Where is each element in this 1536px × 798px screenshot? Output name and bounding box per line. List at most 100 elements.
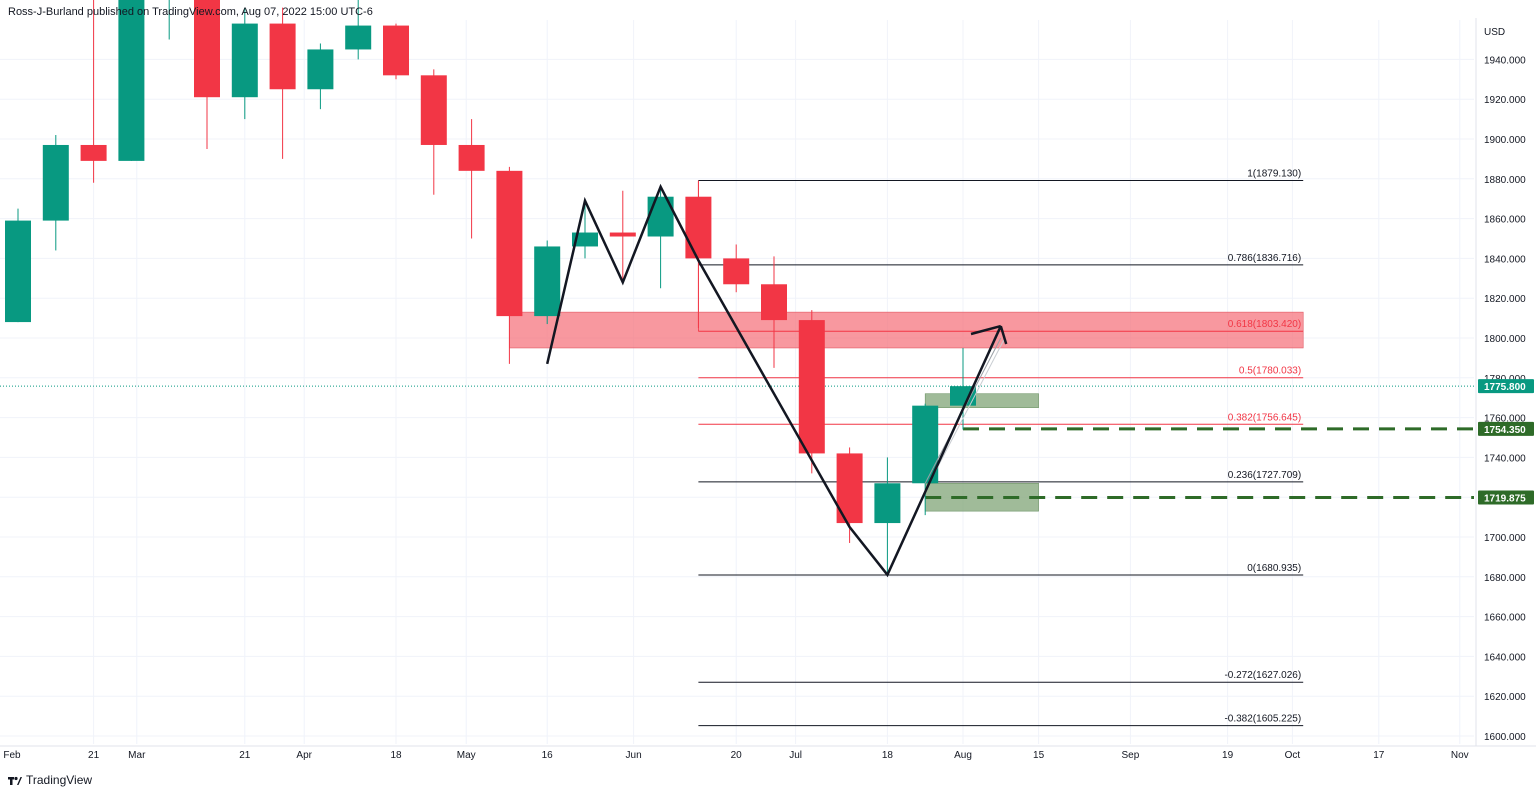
x-tick-label: Feb bbox=[3, 750, 21, 761]
y-tick-label: 1740.000 bbox=[1484, 453, 1526, 464]
candle[interactable] bbox=[383, 23, 409, 80]
fib-level-label: 0.618(1803.420) bbox=[1228, 319, 1301, 330]
price-label-bg bbox=[1478, 379, 1534, 394]
x-tick-label: 17 bbox=[1373, 750, 1385, 761]
candle-body bbox=[118, 0, 145, 161]
candle-body bbox=[496, 170, 523, 317]
candle[interactable] bbox=[194, 0, 220, 149]
fib-level-label: 0(1680.935) bbox=[1247, 563, 1301, 574]
price-axis-label: 1719.875 bbox=[1478, 490, 1534, 505]
price-label-text: 1719.875 bbox=[1484, 493, 1526, 504]
tradingview-logo-icon bbox=[8, 775, 22, 785]
candle[interactable] bbox=[761, 256, 787, 368]
y-tick-label: 1600.000 bbox=[1484, 732, 1526, 743]
candle-body bbox=[194, 0, 220, 98]
candle[interactable] bbox=[685, 180, 712, 329]
publisher-header: Ross-J-Burland published on TradingView.… bbox=[8, 6, 373, 18]
candle[interactable] bbox=[80, 0, 107, 183]
candle[interactable] bbox=[156, 0, 182, 40]
x-tick-label: Nov bbox=[1451, 750, 1469, 761]
candle-body bbox=[42, 144, 69, 221]
x-tick-label: 19 bbox=[1222, 750, 1234, 761]
candle[interactable] bbox=[420, 69, 447, 195]
candle[interactable] bbox=[42, 135, 69, 251]
x-tick-label: Jun bbox=[626, 750, 642, 761]
candle[interactable] bbox=[534, 240, 561, 325]
grid-layer bbox=[0, 20, 1474, 744]
x-tick-label: Jul bbox=[789, 750, 802, 761]
candle-body bbox=[723, 258, 750, 285]
fib-level-label: -0.382(1605.225) bbox=[1224, 714, 1301, 725]
tradingview-brand: TradingView bbox=[26, 773, 93, 787]
x-tick-label: Oct bbox=[1285, 750, 1301, 761]
y-tick-label: 1900.000 bbox=[1484, 135, 1526, 146]
x-tick-label: 18 bbox=[390, 750, 402, 761]
y-tick-label: 1940.000 bbox=[1484, 55, 1526, 66]
y-tick-label: 1920.000 bbox=[1484, 95, 1526, 106]
support-zone-1 bbox=[924, 393, 1039, 408]
candle-body bbox=[609, 232, 636, 237]
zone-layer bbox=[509, 311, 1304, 512]
candle-body bbox=[534, 246, 561, 317]
y-tick-label: 1840.000 bbox=[1484, 254, 1526, 265]
y-tick-label: 1640.000 bbox=[1484, 652, 1526, 663]
candle-body bbox=[458, 144, 485, 171]
y-tick-label: 1880.000 bbox=[1484, 175, 1526, 186]
fib-level-label: 0.786(1836.716) bbox=[1228, 253, 1301, 264]
x-tick-label: 21 bbox=[88, 750, 100, 761]
y-tick-label: 1800.000 bbox=[1484, 334, 1526, 345]
y-tick-label: 1660.000 bbox=[1484, 613, 1526, 624]
fib-level-label: 1(1879.130) bbox=[1247, 169, 1301, 180]
candle-body bbox=[420, 75, 447, 145]
fib-level-label: -0.272(1627.026) bbox=[1224, 670, 1301, 681]
y-tick-label: 1820.000 bbox=[1484, 294, 1526, 305]
candle[interactable] bbox=[496, 166, 523, 364]
x-tick-label: Sep bbox=[1122, 750, 1140, 761]
candle[interactable] bbox=[798, 310, 825, 474]
candle-body bbox=[761, 284, 787, 321]
candle[interactable] bbox=[874, 457, 901, 575]
candle-body bbox=[231, 23, 258, 98]
x-tick-label: Mar bbox=[128, 750, 146, 761]
fib-level-label: 0.236(1727.709) bbox=[1228, 470, 1301, 481]
axes: 1600.000 1620.000 1640.000 1660.000 1680.000… bbox=[0, 18, 1536, 761]
y-tick-label: 1700.000 bbox=[1484, 533, 1526, 544]
x-tick-label: 15 bbox=[1033, 750, 1045, 761]
x-tick-label: 18 bbox=[882, 750, 894, 761]
x-tick-label: May bbox=[457, 750, 476, 761]
candle-body bbox=[383, 25, 409, 76]
x-tick-label: 20 bbox=[731, 750, 743, 761]
candle[interactable] bbox=[269, 7, 296, 159]
candle-body bbox=[685, 196, 712, 259]
fibonacci-levels: 1(1879.130) 0.786(1836.716) 0.618(1803.420… bbox=[0, 169, 1474, 727]
price-labels: 1775.800 1754.350 1719.875 bbox=[1478, 379, 1534, 505]
y-tick-label: 1760.000 bbox=[1484, 414, 1526, 425]
price-label-bg bbox=[1478, 421, 1534, 436]
candle-body bbox=[269, 23, 296, 90]
fib-level-label: 0.382(1756.645) bbox=[1228, 412, 1301, 423]
x-tick-label: 16 bbox=[542, 750, 554, 761]
currency-label: USD bbox=[1484, 27, 1505, 38]
candle[interactable] bbox=[723, 244, 750, 293]
drawn-path bbox=[545, 183, 1002, 578]
candle[interactable] bbox=[118, 0, 145, 161]
candle[interactable] bbox=[5, 208, 31, 323]
drawings bbox=[545, 183, 1008, 578]
tradingview-footer[interactable]: TradingView bbox=[8, 773, 92, 787]
candle[interactable] bbox=[231, 7, 258, 120]
candle-body bbox=[307, 49, 334, 90]
candle[interactable] bbox=[307, 43, 334, 110]
candle-body bbox=[80, 144, 107, 161]
candle[interactable] bbox=[609, 190, 636, 283]
candle-body bbox=[345, 25, 372, 50]
price-label-text: 1754.350 bbox=[1484, 425, 1526, 436]
resistance-zone-0 bbox=[509, 311, 1304, 349]
candle[interactable] bbox=[345, 0, 372, 60]
candle[interactable] bbox=[458, 119, 485, 239]
candle[interactable] bbox=[950, 347, 976, 430]
candle-body bbox=[572, 232, 598, 247]
candle[interactable] bbox=[572, 198, 598, 259]
candle-body bbox=[950, 386, 976, 406]
